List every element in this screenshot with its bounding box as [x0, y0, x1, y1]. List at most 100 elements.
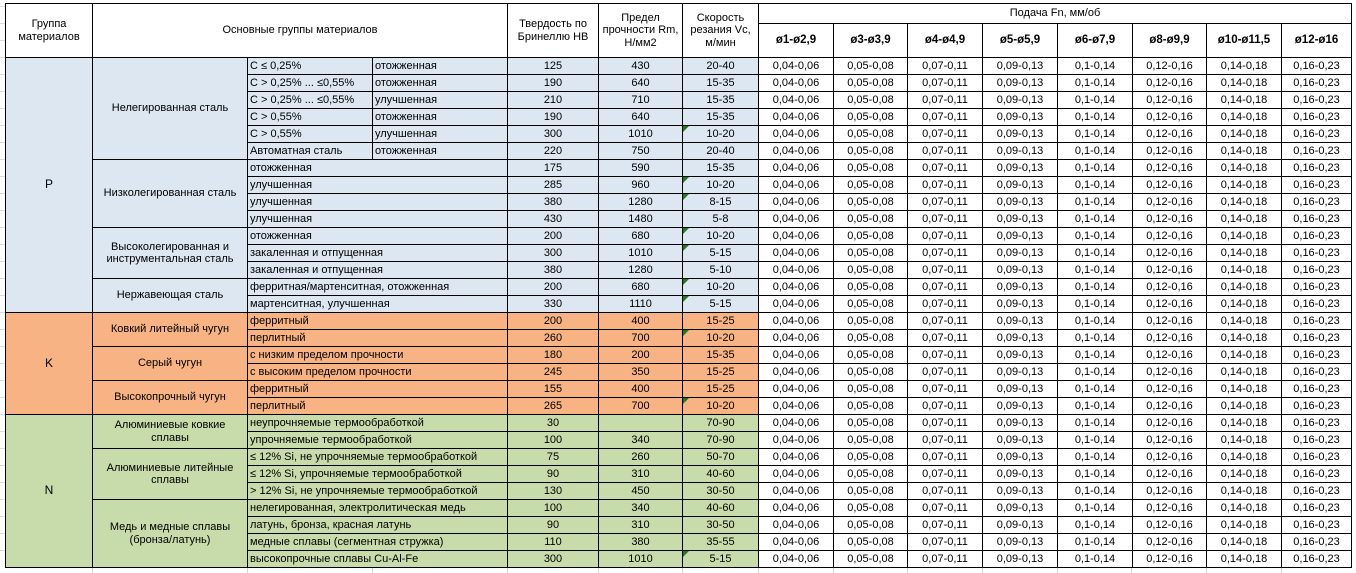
cell-material-state[interactable]: > 12% Si, не упрочняемые термообработкой: [247, 482, 508, 500]
cell-feed-value[interactable]: 0,04-0,06: [758, 346, 834, 364]
cell-feed-value[interactable]: 0,04-0,06: [758, 91, 834, 109]
cell-feed-value[interactable]: 0,1-0,14: [1057, 244, 1133, 262]
cell-feed-value[interactable]: 0,12-0,16: [1132, 346, 1207, 364]
cell-hardness-hb[interactable]: 265: [507, 397, 599, 415]
cell-hardness-hb[interactable]: 75: [507, 448, 599, 466]
cell-feed-value[interactable]: 0,09-0,13: [982, 278, 1058, 296]
cell-cutting-speed-vc[interactable]: 30-50: [682, 516, 759, 534]
cell-hardness-hb[interactable]: 285: [507, 176, 599, 194]
cell-feed-value[interactable]: 0,14-0,18: [1206, 431, 1282, 449]
header-feed-dia-3[interactable]: ø4-ø4,9: [907, 23, 983, 58]
cell-feed-value[interactable]: 0,1-0,14: [1057, 465, 1133, 483]
cell-hardness-hb[interactable]: 100: [507, 431, 599, 449]
cell-feed-value[interactable]: 0,12-0,16: [1132, 516, 1207, 534]
cell-feed-value[interactable]: 0,12-0,16: [1132, 125, 1207, 143]
cell-feed-value[interactable]: 0,14-0,18: [1206, 397, 1282, 415]
cell-material-state[interactable]: упрочняемые термообработкой: [247, 431, 508, 449]
cell-feed-value[interactable]: 0,04-0,06: [758, 295, 834, 313]
cell-material-state[interactable]: улучшенная: [372, 91, 508, 109]
cell-hardness-hb[interactable]: 90: [507, 465, 599, 483]
cell-feed-value[interactable]: 0,07-0,11: [907, 142, 983, 160]
cell-material-subgroup[interactable]: Серый чугун: [92, 346, 248, 381]
cell-feed-value[interactable]: 0,16-0,23: [1280, 295, 1353, 313]
cell-strength-rm[interactable]: 350: [598, 363, 683, 381]
cell-feed-value[interactable]: 0,12-0,16: [1132, 363, 1207, 381]
cell-feed-value[interactable]: 0,09-0,13: [982, 363, 1058, 381]
cell-feed-value[interactable]: 0,07-0,11: [907, 261, 983, 279]
cell-hardness-hb[interactable]: 300: [507, 550, 599, 568]
cell-hardness-hb[interactable]: 380: [507, 193, 599, 211]
cell-feed-value[interactable]: 0,1-0,14: [1057, 499, 1133, 517]
cell-strength-rm[interactable]: 640: [598, 108, 683, 126]
cell-feed-value[interactable]: 0,14-0,18: [1206, 227, 1282, 245]
cell-feed-value[interactable]: 0,12-0,16: [1132, 465, 1207, 483]
cell-feed-value[interactable]: 0,1-0,14: [1057, 176, 1133, 194]
cell-feed-value[interactable]: 0,1-0,14: [1057, 91, 1133, 109]
header-feed-dia-8[interactable]: ø12-ø16: [1280, 23, 1353, 58]
cell-feed-value[interactable]: 0,09-0,13: [982, 414, 1058, 432]
cell-feed-value[interactable]: 0,14-0,18: [1206, 363, 1282, 381]
cell-material-condition[interactable]: C > 0,25% ... ≤0,55%: [247, 74, 373, 92]
cell-strength-rm[interactable]: 1480: [598, 210, 683, 228]
cell-feed-value[interactable]: 0,1-0,14: [1057, 227, 1133, 245]
cell-material-state[interactable]: с низким пределом прочности: [247, 346, 508, 364]
cell-feed-value[interactable]: 0,16-0,23: [1280, 210, 1353, 228]
cell-feed-value[interactable]: 0,12-0,16: [1132, 482, 1207, 500]
cell-strength-rm[interactable]: 310: [598, 465, 683, 483]
cell-feed-value[interactable]: 0,09-0,13: [982, 380, 1058, 398]
cell-strength-rm[interactable]: 400: [598, 312, 683, 330]
cell-feed-value[interactable]: 0,07-0,11: [907, 74, 983, 92]
cell-feed-value[interactable]: 0,09-0,13: [982, 193, 1058, 211]
cell-material-state[interactable]: ≤ 12% Si, упрочняемые термообработкой: [247, 465, 508, 483]
cell-feed-value[interactable]: 0,1-0,14: [1057, 125, 1133, 143]
cell-feed-value[interactable]: 0,14-0,18: [1206, 380, 1282, 398]
cell-material-subgroup[interactable]: Ковкий литейный чугун: [92, 312, 248, 347]
cell-feed-value[interactable]: 0,16-0,23: [1280, 108, 1353, 126]
cell-material-state[interactable]: ферритная/мартенситная, отожженная: [247, 278, 508, 296]
cell-feed-value[interactable]: 0,16-0,23: [1280, 261, 1353, 279]
cell-feed-value[interactable]: 0,09-0,13: [982, 159, 1058, 177]
cell-feed-value[interactable]: 0,1-0,14: [1057, 108, 1133, 126]
cell-feed-value[interactable]: 0,05-0,08: [833, 142, 908, 160]
cell-feed-value[interactable]: 0,1-0,14: [1057, 397, 1133, 415]
cell-feed-value[interactable]: 0,14-0,18: [1206, 261, 1282, 279]
cell-feed-value[interactable]: 0,16-0,23: [1280, 125, 1353, 143]
cell-feed-value[interactable]: 0,14-0,18: [1206, 108, 1282, 126]
cell-feed-value[interactable]: 0,09-0,13: [982, 142, 1058, 160]
cell-feed-value[interactable]: 0,07-0,11: [907, 363, 983, 381]
cell-material-state[interactable]: ферритный: [247, 312, 508, 330]
cell-feed-value[interactable]: 0,12-0,16: [1132, 210, 1207, 228]
cell-feed-value[interactable]: 0,04-0,06: [758, 261, 834, 279]
cell-feed-value[interactable]: 0,04-0,06: [758, 278, 834, 296]
cell-feed-value[interactable]: 0,04-0,06: [758, 193, 834, 211]
cell-feed-value[interactable]: 0,1-0,14: [1057, 193, 1133, 211]
cell-feed-value[interactable]: 0,07-0,11: [907, 227, 983, 245]
cell-material-state[interactable]: перлитный: [247, 397, 508, 415]
cell-material-state[interactable]: латунь, бронза, красная латунь: [247, 516, 508, 534]
cell-feed-value[interactable]: 0,07-0,11: [907, 533, 983, 551]
cell-material-subgroup[interactable]: Нержавеющая сталь: [92, 278, 248, 313]
cell-feed-value[interactable]: 0,1-0,14: [1057, 312, 1133, 330]
cell-feed-value[interactable]: 0,16-0,23: [1280, 448, 1353, 466]
cell-material-state[interactable]: отожженная: [372, 108, 508, 126]
cell-material-condition[interactable]: C > 0,55%: [247, 125, 373, 143]
cell-feed-value[interactable]: 0,05-0,08: [833, 516, 908, 534]
cell-feed-value[interactable]: 0,05-0,08: [833, 499, 908, 517]
cell-cutting-speed-vc[interactable]: 5-15: [682, 295, 759, 313]
cell-feed-value[interactable]: 0,14-0,18: [1206, 533, 1282, 551]
cell-feed-value[interactable]: 0,04-0,06: [758, 414, 834, 432]
cell-feed-value[interactable]: 0,04-0,06: [758, 329, 834, 347]
cell-strength-rm[interactable]: 340: [598, 499, 683, 517]
cell-feed-value[interactable]: 0,12-0,16: [1132, 108, 1207, 126]
cell-feed-value[interactable]: 0,14-0,18: [1206, 465, 1282, 483]
cell-feed-value[interactable]: 0,12-0,16: [1132, 193, 1207, 211]
cell-hardness-hb[interactable]: 180: [507, 346, 599, 364]
cell-cutting-speed-vc[interactable]: 15-25: [682, 363, 759, 381]
cell-strength-rm[interactable]: 1010: [598, 125, 683, 143]
cell-feed-value[interactable]: 0,09-0,13: [982, 431, 1058, 449]
cell-strength-rm[interactable]: 590: [598, 159, 683, 177]
cell-feed-value[interactable]: 0,04-0,06: [758, 380, 834, 398]
cell-feed-value[interactable]: 0,14-0,18: [1206, 244, 1282, 262]
cell-feed-value[interactable]: 0,07-0,11: [907, 414, 983, 432]
cell-cutting-speed-vc[interactable]: 35-55: [682, 533, 759, 551]
